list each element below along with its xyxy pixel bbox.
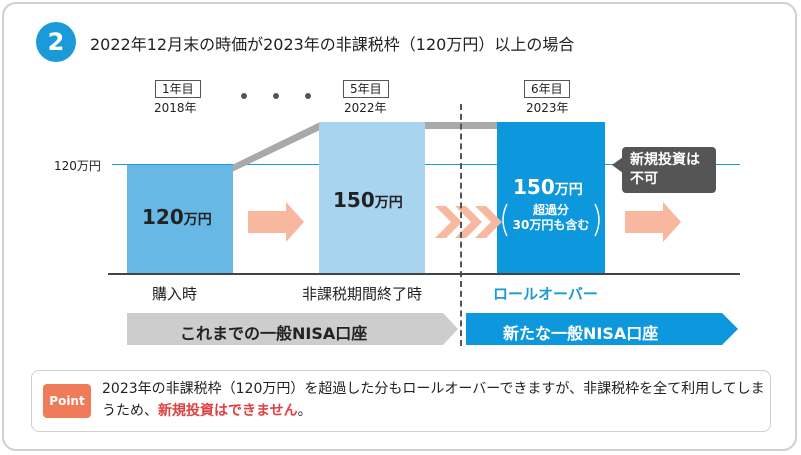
diagram-title: 2022年12月末の時価が2023年の非課税枠（120万円）以上の場合 — [90, 35, 575, 54]
ellipsis-dot — [273, 93, 279, 99]
point-emphasis: 新規投資はできません — [158, 403, 298, 419]
excess-amount: 30万円も含む — [512, 218, 590, 232]
point-note: 2023年の非課税枠（120万円）を超過した分もロールオーバーできますが、非課税… — [102, 378, 767, 422]
connector-slope — [232, 122, 320, 172]
category-end-period: 非課税期間終了時 — [302, 285, 423, 303]
no-new-investment-callout: 新規投資は 不可 — [622, 147, 716, 193]
point-text-end: 。 — [297, 403, 312, 419]
category-purchase: 購入時 — [152, 285, 198, 303]
category-rollover: ロールオーバー — [493, 285, 598, 303]
point-text: 2023年の非課税枠（120万円）を超過した分もロールオーバーできますが、非課税… — [102, 381, 765, 419]
excess-label: 超過分 — [532, 203, 569, 217]
callout-pointer — [612, 157, 623, 173]
year-box-3: 6年目 — [524, 80, 570, 98]
bar-purchase-value: 120万円 — [142, 205, 212, 229]
year-box-2: 5年目 — [343, 80, 389, 98]
step-number-badge: 2 — [36, 22, 76, 62]
chevron-1 — [435, 206, 462, 238]
threshold-label: 120万円 — [54, 159, 101, 173]
bar-rollover-note: 超過分 30万円も含む — [497, 203, 605, 233]
year-label-2: 2022年 — [344, 101, 387, 115]
point-box — [31, 370, 771, 432]
year-label-3: 2023年 — [526, 101, 569, 115]
new-account-banner-shape — [466, 313, 738, 345]
old-account-banner: これまでの一般NISA口座 — [180, 324, 368, 343]
arrow-right-2 — [625, 202, 681, 242]
period-separator — [460, 104, 462, 346]
chevron-2 — [455, 206, 482, 238]
ellipsis-dot — [241, 93, 247, 99]
old-account-banner-shape — [127, 313, 458, 345]
year-label-1: 2018年 — [154, 101, 197, 115]
bar-rollover-value: 150万円 — [513, 175, 583, 199]
bar-end-period — [319, 122, 425, 273]
year-box-1: 1年目 — [155, 80, 201, 98]
ellipsis-dot — [305, 93, 311, 99]
bar-rollover-parens — [502, 203, 600, 237]
threshold-line — [112, 164, 740, 165]
bar-purchase — [127, 165, 233, 273]
arrow-right-1 — [248, 202, 304, 242]
baseline-axis — [108, 273, 740, 275]
new-account-banner: 新たな一般NISA口座 — [503, 324, 659, 343]
point-tag: Point — [43, 384, 91, 418]
chevron-3 — [475, 206, 502, 238]
bar-rollover — [497, 122, 605, 273]
bar-end-period-value: 150万円 — [333, 188, 403, 212]
